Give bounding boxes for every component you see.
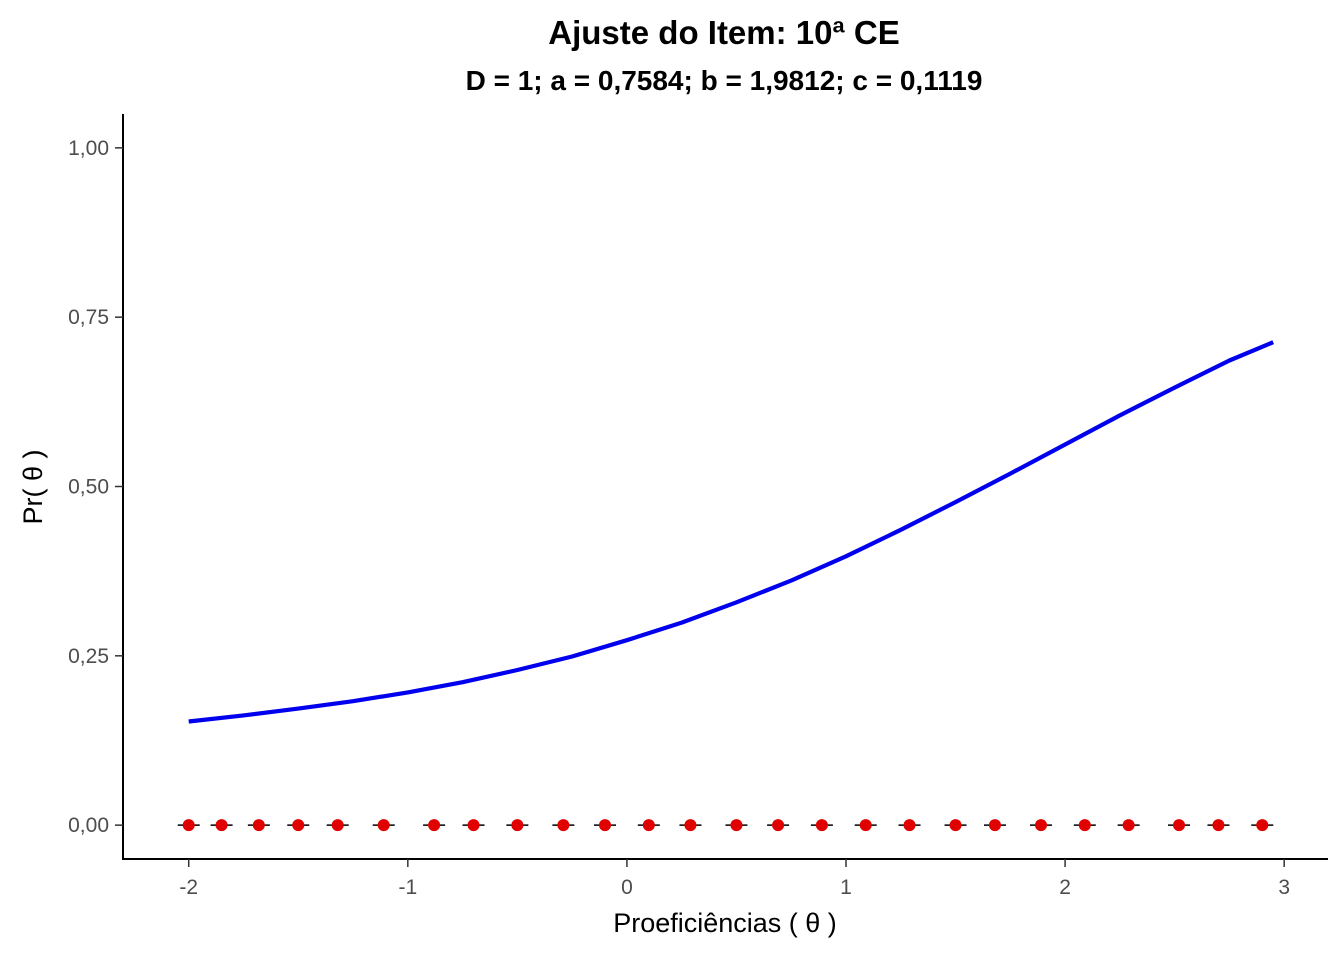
observed-point	[326, 819, 349, 832]
observed-point	[594, 819, 616, 832]
icc-curve-line	[188, 340, 1275, 724]
observed-point	[462, 819, 485, 832]
x-tick-label: 2	[1059, 876, 1071, 899]
point-marker	[1256, 819, 1269, 832]
observed-point	[898, 819, 921, 832]
x-axis-label: Proeficiências ( θ )	[613, 908, 837, 938]
observed-point	[810, 819, 833, 832]
x-tick-label: -2	[179, 876, 198, 899]
point-marker	[1212, 819, 1225, 832]
point-marker	[903, 819, 916, 832]
observed-point	[725, 819, 748, 832]
y-axis-label: Pr( θ )	[18, 449, 48, 524]
y-tick-label: 0,50	[68, 476, 109, 499]
observed-point	[210, 819, 233, 832]
observed-point	[372, 819, 395, 832]
point-marker	[988, 819, 1001, 832]
point-marker	[949, 819, 962, 832]
point-marker	[215, 819, 228, 832]
y-tick-label: 0,75	[68, 306, 109, 329]
plot-area	[177, 340, 1275, 832]
point-marker	[815, 819, 828, 832]
point-marker	[599, 819, 611, 832]
observed-point	[177, 819, 200, 832]
point-marker	[859, 819, 872, 832]
point-marker	[1122, 819, 1135, 832]
observed-point	[637, 819, 660, 832]
x-axis-ticks: -2 -1 0 1 2 3	[179, 859, 1290, 899]
point-marker	[684, 819, 697, 832]
x-tick-label: 3	[1278, 876, 1290, 899]
point-marker	[292, 819, 305, 832]
observed-point	[506, 819, 529, 832]
y-tick-label: 0,25	[68, 645, 109, 668]
chart-title: Ajuste do Item: 10ª CE	[548, 14, 899, 51]
point-marker	[252, 819, 265, 832]
point-marker	[182, 819, 195, 832]
observed-point	[983, 819, 1006, 832]
observed-point	[1207, 819, 1230, 832]
y-tick-label: 1,00	[68, 137, 109, 160]
observed-point	[854, 819, 877, 832]
point-marker	[772, 819, 785, 832]
x-tick-label: 1	[840, 876, 852, 899]
x-tick-label: 0	[621, 876, 633, 899]
observed-point	[944, 819, 967, 832]
observed-point	[247, 819, 270, 832]
point-marker	[428, 819, 441, 832]
point-marker	[377, 819, 390, 832]
point-marker	[1173, 819, 1186, 832]
point-marker	[511, 819, 524, 832]
y-axis-ticks: 0,00 0,25 0,50 0,75 1,00	[68, 137, 123, 837]
x-tick-label: -1	[398, 876, 417, 899]
observed-point	[1168, 819, 1191, 832]
observed-point	[287, 819, 310, 832]
observed-point	[1073, 819, 1096, 832]
y-tick-label: 0,00	[68, 814, 109, 837]
observed-point	[1251, 819, 1274, 832]
observed-point	[552, 819, 575, 832]
chart-subtitle: D = 1; a = 0,7584; b = 1,9812; c = 0,111…	[466, 65, 983, 96]
point-marker	[1078, 819, 1091, 832]
point-marker	[1034, 819, 1047, 832]
point-marker	[467, 819, 480, 832]
observed-point	[423, 819, 446, 832]
observed-point	[679, 819, 702, 832]
point-marker	[730, 819, 743, 832]
observed-point	[767, 819, 790, 832]
observed-point	[1029, 819, 1052, 832]
observed-point	[1117, 819, 1140, 832]
point-marker	[331, 819, 344, 832]
point-marker	[557, 819, 570, 832]
point-marker	[642, 819, 655, 832]
